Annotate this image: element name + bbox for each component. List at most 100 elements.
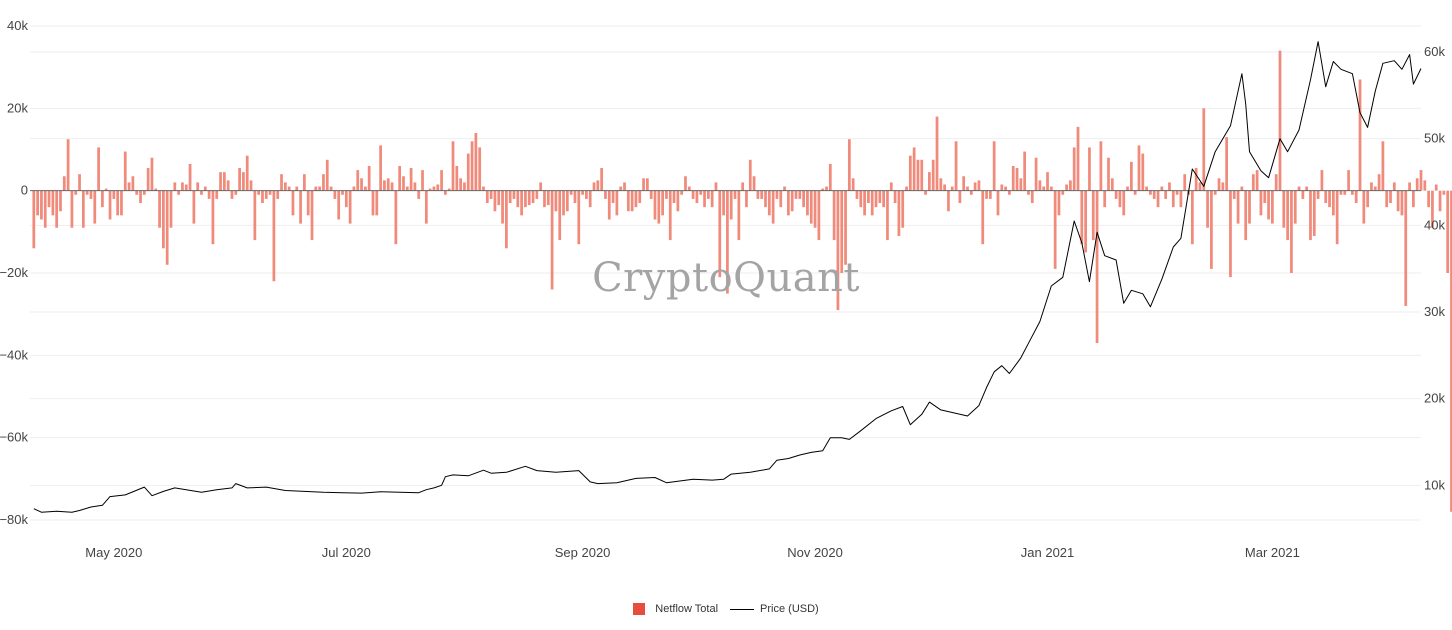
netflow-bar: [790, 190, 794, 212]
netflow-bar: [741, 182, 745, 191]
netflow-bar: [280, 174, 283, 191]
netflow-bar: [764, 190, 767, 208]
netflow-bar: [596, 180, 600, 191]
netflow-bar: [390, 182, 394, 191]
netflow-bar: [375, 190, 379, 216]
netflow-bar: [93, 190, 97, 224]
netflow-bar: [1023, 151, 1027, 191]
price-line: [33, 41, 1422, 513]
netflow-bar: [847, 139, 851, 191]
netflow-bar: [623, 182, 626, 191]
netflow-bar: [1339, 190, 1343, 195]
netflow-bar: [874, 190, 878, 208]
netflow-bar: [287, 186, 291, 191]
netflow-bar: [1415, 178, 1419, 191]
netflow-bar: [1434, 184, 1438, 191]
netflow-bar: [867, 190, 870, 204]
netflow-bar: [1122, 190, 1126, 216]
netflow-bar: [722, 190, 725, 216]
netflow-bar: [424, 190, 428, 224]
right-tick-label: 30k: [1424, 304, 1445, 319]
netflow-bar: [131, 176, 135, 191]
netflow-bar: [672, 190, 676, 204]
netflow-bar: [825, 186, 828, 191]
netflow-bar: [908, 155, 912, 191]
netflow-bar: [1324, 190, 1328, 204]
netflow-bar: [535, 190, 539, 199]
netflow-bar: [878, 190, 882, 204]
netflow-bar: [1210, 190, 1213, 269]
legend-netflow-label: Netflow Total: [655, 603, 719, 615]
netflow-bar: [649, 190, 653, 199]
netflow-bar: [821, 188, 825, 191]
netflow-bar: [466, 153, 470, 191]
netflow-bar: [474, 133, 478, 191]
netflow-bar: [588, 190, 592, 208]
netflow-bar: [665, 190, 668, 199]
x-tick-label: Sep 2020: [555, 545, 611, 560]
netflow-bar: [352, 186, 356, 191]
netflow-bar: [1438, 190, 1442, 212]
left-tick-label: 0: [21, 183, 28, 198]
netflow-bar: [421, 170, 424, 191]
netflow-bar: [718, 190, 722, 278]
netflow-bar: [1034, 157, 1038, 191]
netflow-bar: [1259, 190, 1263, 216]
netflow-bar: [787, 190, 790, 216]
netflow-bar: [604, 190, 607, 199]
netflow-bar: [828, 163, 832, 191]
netflow-bar: [505, 190, 508, 249]
netflow-bar: [78, 174, 81, 191]
netflow-bar: [1206, 190, 1209, 228]
netflow-bar: [123, 151, 127, 191]
netflow-swatch-icon: [633, 603, 646, 615]
netflow-bar: [565, 190, 569, 212]
netflow-bar: [1354, 190, 1358, 204]
netflow-bar: [863, 190, 866, 216]
right-y-axis: 60k 50k 40k 30k 20k 10k: [1424, 44, 1445, 492]
netflow-bar: [619, 186, 623, 191]
netflow-bar: [569, 190, 573, 195]
netflow-bar: [1072, 147, 1076, 191]
netflow-bar: [158, 190, 161, 228]
netflow-bar: [394, 190, 398, 245]
netflow-bar: [668, 190, 672, 241]
netflow-bar: [912, 147, 916, 191]
netflow-bar: [1202, 108, 1206, 191]
netflow-bar: [966, 186, 969, 191]
netflow-bar: [1309, 190, 1312, 241]
netflow-bar: [558, 190, 562, 241]
netflow-bar: [1114, 190, 1118, 199]
legend-item-netflow[interactable]: Netflow Total: [633, 603, 718, 615]
netflow-bar: [886, 190, 889, 241]
netflow-bar: [996, 190, 1000, 216]
netflow-bar: [546, 190, 550, 206]
netflow-bar: [432, 186, 436, 191]
netflow-bar: [767, 190, 771, 216]
netflow-bar: [150, 157, 154, 191]
netflow-bar: [1084, 190, 1087, 253]
netflow-bar: [405, 186, 409, 191]
left-tick-label: −80k: [0, 512, 28, 527]
legend-item-price[interactable]: Price (USD): [730, 603, 819, 615]
netflow-bar: [928, 172, 931, 191]
netflow-bar: [1377, 174, 1381, 191]
netflow-bar: [1373, 186, 1377, 191]
netflow-bar: [699, 190, 703, 195]
netflow-bar: [1412, 190, 1415, 208]
netflow-bar: [687, 186, 691, 191]
netflow-bar: [501, 190, 504, 224]
netflow-bar: [1305, 186, 1309, 191]
netflow-bar: [1061, 190, 1065, 195]
netflow-bar: [1408, 182, 1411, 191]
netflow-bar: [459, 178, 463, 191]
netflow-bar: [207, 190, 211, 199]
netflow-bar: [1080, 190, 1084, 245]
netflow-bar: [1015, 168, 1019, 191]
netflow-bar: [1366, 190, 1370, 208]
netflow-bar: [177, 190, 180, 195]
right-tick-label: 50k: [1424, 131, 1445, 146]
netflow-bar: [318, 186, 321, 191]
netflow-bar: [238, 168, 241, 191]
